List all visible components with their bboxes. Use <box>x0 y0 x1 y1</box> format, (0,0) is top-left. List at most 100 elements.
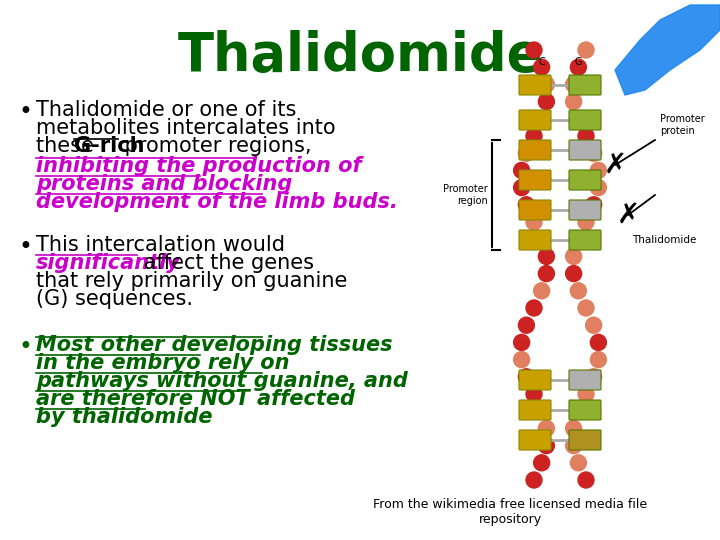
Circle shape <box>566 93 582 110</box>
Circle shape <box>585 197 602 213</box>
Text: pathways without guanine, and: pathways without guanine, and <box>36 371 408 391</box>
FancyBboxPatch shape <box>569 170 601 190</box>
Text: Most other developing tissues: Most other developing tissues <box>36 335 392 355</box>
Text: Thalidomide: Thalidomide <box>632 235 696 245</box>
Circle shape <box>518 317 534 333</box>
Text: promoter regions,: promoter regions, <box>118 136 312 156</box>
Circle shape <box>526 472 542 488</box>
Circle shape <box>513 334 530 350</box>
Text: proteins and blocking: proteins and blocking <box>36 174 292 194</box>
FancyBboxPatch shape <box>569 75 601 95</box>
Circle shape <box>590 180 606 195</box>
Text: (G) sequences.: (G) sequences. <box>36 289 193 309</box>
FancyBboxPatch shape <box>569 140 601 160</box>
Circle shape <box>570 455 586 471</box>
Circle shape <box>518 197 534 213</box>
Circle shape <box>539 76 554 92</box>
Circle shape <box>570 231 586 247</box>
Circle shape <box>578 128 594 144</box>
Text: Promoter
region: Promoter region <box>444 184 488 206</box>
Circle shape <box>570 403 586 419</box>
Circle shape <box>585 317 602 333</box>
Circle shape <box>534 283 549 299</box>
Text: in the embryo rely on: in the embryo rely on <box>36 353 289 373</box>
Circle shape <box>566 266 582 281</box>
Circle shape <box>513 180 530 195</box>
FancyBboxPatch shape <box>569 400 601 420</box>
FancyBboxPatch shape <box>569 370 601 390</box>
Text: T: T <box>575 77 581 87</box>
FancyBboxPatch shape <box>519 230 551 250</box>
Circle shape <box>526 386 542 402</box>
Circle shape <box>534 111 549 127</box>
Text: •: • <box>18 100 32 124</box>
Circle shape <box>570 283 586 299</box>
Circle shape <box>526 300 542 316</box>
FancyBboxPatch shape <box>569 230 601 250</box>
Text: Thalidomide: Thalidomide <box>177 30 543 82</box>
Circle shape <box>578 300 594 316</box>
Text: G: G <box>575 57 582 67</box>
Circle shape <box>526 214 542 230</box>
Circle shape <box>534 403 549 419</box>
Text: affect the genes: affect the genes <box>138 253 315 273</box>
Circle shape <box>518 369 534 385</box>
FancyBboxPatch shape <box>569 430 601 450</box>
Circle shape <box>578 386 594 402</box>
FancyBboxPatch shape <box>519 400 551 420</box>
Text: development of the limb buds.: development of the limb buds. <box>36 192 397 212</box>
Circle shape <box>518 145 534 161</box>
Polygon shape <box>615 5 720 95</box>
Text: ✗: ✗ <box>616 201 639 229</box>
Circle shape <box>534 231 549 247</box>
Circle shape <box>578 214 594 230</box>
FancyBboxPatch shape <box>519 170 551 190</box>
Circle shape <box>566 248 582 265</box>
Circle shape <box>570 111 586 127</box>
Text: inhibiting the production of: inhibiting the production of <box>36 156 361 176</box>
Text: these: these <box>36 136 101 156</box>
Circle shape <box>590 352 606 368</box>
Text: Thalidomide or one of its: Thalidomide or one of its <box>36 100 297 120</box>
Circle shape <box>526 128 542 144</box>
Text: C: C <box>539 57 545 67</box>
Circle shape <box>539 437 554 454</box>
FancyBboxPatch shape <box>519 140 551 160</box>
FancyBboxPatch shape <box>519 75 551 95</box>
Circle shape <box>539 421 554 436</box>
FancyBboxPatch shape <box>519 110 551 130</box>
FancyBboxPatch shape <box>519 200 551 220</box>
Circle shape <box>566 437 582 454</box>
Circle shape <box>526 42 542 58</box>
FancyBboxPatch shape <box>569 110 601 130</box>
Circle shape <box>585 145 602 161</box>
Circle shape <box>585 369 602 385</box>
Circle shape <box>590 334 606 350</box>
Text: Promoter
protein: Promoter protein <box>660 114 705 136</box>
Circle shape <box>539 93 554 110</box>
Circle shape <box>534 59 549 75</box>
Text: significantly: significantly <box>36 253 181 273</box>
Circle shape <box>513 352 530 368</box>
Text: that rely primarily on guanine: that rely primarily on guanine <box>36 271 347 291</box>
Circle shape <box>578 42 594 58</box>
Text: are therefore NOT affected: are therefore NOT affected <box>36 389 355 409</box>
Text: ✗: ✗ <box>603 151 626 179</box>
Text: A: A <box>539 77 545 87</box>
Circle shape <box>566 421 582 436</box>
Circle shape <box>534 455 549 471</box>
Text: metabolites intercalates into: metabolites intercalates into <box>36 118 336 138</box>
Circle shape <box>539 266 554 281</box>
FancyBboxPatch shape <box>519 370 551 390</box>
Circle shape <box>570 59 586 75</box>
Text: G-rich: G-rich <box>74 136 145 156</box>
Circle shape <box>578 472 594 488</box>
Circle shape <box>513 163 530 178</box>
FancyBboxPatch shape <box>569 200 601 220</box>
Text: •: • <box>18 235 32 259</box>
Text: This intercalation would: This intercalation would <box>36 235 285 255</box>
Text: by thalidomide: by thalidomide <box>36 407 212 427</box>
Circle shape <box>566 76 582 92</box>
Circle shape <box>539 248 554 265</box>
FancyBboxPatch shape <box>519 430 551 450</box>
